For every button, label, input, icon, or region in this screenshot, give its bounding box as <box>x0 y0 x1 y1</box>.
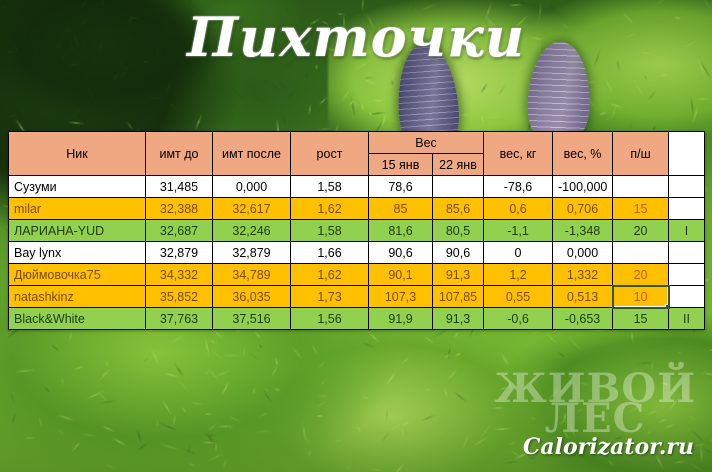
cell-ps[interactable]: 20 <box>612 263 670 286</box>
cell-mark[interactable] <box>668 197 706 220</box>
cell-nick[interactable]: Сузуми <box>8 175 146 198</box>
cell-bmi-before[interactable]: 32,687 <box>145 219 213 242</box>
cell-nick[interactable]: ЛАРИАНА-YUD <box>8 219 146 242</box>
cell-height[interactable]: 1,62 <box>290 263 369 286</box>
cell-ps[interactable] <box>612 241 670 264</box>
table-row[interactable]: Дюймовочка75 34,332 34,789 1,62 90,1 91,3 1,2 1… <box>8 263 706 286</box>
table-row[interactable]: Сузуми 31,485 0,000 1,58 78,6 -78,6 -100,000 <box>8 175 706 198</box>
col-header-weight-pct[interactable]: вес, % <box>552 131 614 176</box>
cell-height[interactable]: 1,58 <box>290 175 369 198</box>
cell-height[interactable]: 1,58 <box>290 219 369 242</box>
cell-bmi-before[interactable]: 35,852 <box>145 285 213 308</box>
cell-weight-kg[interactable]: 1,2 <box>483 263 554 286</box>
cell-bmi-before[interactable]: 32,388 <box>145 197 213 220</box>
col-header-bmi-before[interactable]: имт до <box>145 131 213 176</box>
cell-weight-kg[interactable]: -78,6 <box>483 175 554 198</box>
cell-bmi-after[interactable]: 32,879 <box>212 241 291 264</box>
cell-ps[interactable] <box>612 175 670 198</box>
results-table[interactable]: Ник имт до имт после рост Вес вес, кг ве… <box>8 131 706 330</box>
cell-weight-date2[interactable] <box>431 175 485 198</box>
cell-weight-pct[interactable]: -100,000 <box>552 175 614 198</box>
cell-mark[interactable] <box>668 285 706 308</box>
table-row[interactable]: Bay lynx 32,879 32,879 1,66 90,6 90,6 0 0,000 <box>8 241 706 264</box>
cell-weight-date2[interactable]: 91,3 <box>431 307 485 330</box>
table-row[interactable]: natashkinz 35,852 36,035 1,73 107,3 107,85 0,5… <box>8 284 706 309</box>
table-row[interactable]: Black&White 37,763 37,516 1,56 91,9 91,3 -0,6-… <box>8 307 706 330</box>
cell-weight-kg[interactable]: -1,1 <box>483 219 554 242</box>
cell-weight-date2[interactable]: 107,85 <box>431 285 485 308</box>
cell-weight-kg[interactable]: 0 <box>483 241 554 264</box>
cell-bmi-before[interactable]: 31,485 <box>145 175 213 198</box>
col-header-date1[interactable]: 15 янв <box>368 153 433 176</box>
cell-weight-kg[interactable]: -0,6 <box>483 307 554 330</box>
table-row[interactable]: milar 32,388 32,617 1,62 85 85,6 0,6 0,706 15 <box>8 197 706 220</box>
col-header-tail <box>668 131 706 176</box>
col-header-ps[interactable]: п/ш <box>612 131 670 176</box>
cell-weight-date1[interactable]: 85 <box>368 197 433 220</box>
cell-bmi-after[interactable]: 0,000 <box>212 175 291 198</box>
cell-height[interactable]: 1,73 <box>290 285 369 308</box>
cell-weight-pct[interactable]: 0,000 <box>552 241 614 264</box>
cell-weight-date2[interactable]: 85,6 <box>431 197 485 220</box>
cell-bmi-after[interactable]: 32,246 <box>212 219 291 242</box>
cell-mark[interactable]: II <box>668 307 706 330</box>
cell-bmi-after[interactable]: 36,035 <box>212 285 291 308</box>
cell-mark[interactable] <box>668 241 706 264</box>
cell-weight-date2[interactable]: 90,6 <box>431 241 485 264</box>
cell-weight-pct[interactable]: -1,348 <box>552 219 614 242</box>
cell-ps[interactable]: 15 <box>612 307 670 330</box>
cell-bmi-after[interactable]: 32,617 <box>212 197 291 220</box>
cell-bmi-before[interactable]: 34,332 <box>145 263 213 286</box>
cell-ps[interactable]: 20 <box>612 219 670 242</box>
cell-height[interactable]: 1,66 <box>290 241 369 264</box>
cell-nick[interactable]: Bay lynx <box>8 241 146 264</box>
col-header-bmi-after[interactable]: имт после <box>212 131 291 176</box>
table-header: Ник имт до имт после рост Вес вес, кг ве… <box>8 131 706 176</box>
cell-weight-kg[interactable]: 0,55 <box>483 285 554 308</box>
cell-nick[interactable]: natashkinz <box>8 285 146 308</box>
cell-mark[interactable]: I <box>668 219 706 242</box>
col-header-height[interactable]: рост <box>290 131 369 176</box>
cell-nick[interactable]: Black&White <box>8 307 146 330</box>
cell-weight-pct[interactable]: 0,706 <box>552 197 614 220</box>
cell-weight-date1[interactable]: 91,9 <box>368 307 433 330</box>
col-header-weight-kg[interactable]: вес, кг <box>483 131 554 176</box>
table-body: Сузуми 31,485 0,000 1,58 78,6 -78,6 -100,000 mi… <box>8 175 706 330</box>
cell-ps[interactable]: 15 <box>612 197 670 220</box>
cell-bmi-before[interactable]: 37,763 <box>145 307 213 330</box>
col-header-nick[interactable]: Ник <box>8 131 146 176</box>
cell-mark[interactable] <box>668 263 706 286</box>
cell-bmi-after[interactable]: 37,516 <box>212 307 291 330</box>
cell-weight-kg[interactable]: 0,6 <box>483 197 554 220</box>
cell-weight-date1[interactable]: 107,3 <box>368 285 433 308</box>
col-header-weight-group[interactable]: Вес <box>367 131 485 154</box>
cell-weight-date1[interactable]: 81,6 <box>368 219 433 242</box>
col-header-date2[interactable]: 22 янв <box>431 153 485 176</box>
cell-weight-pct[interactable]: -0,653 <box>552 307 614 330</box>
table-header-row-1: Ник имт до имт после рост Вес вес, кг ве… <box>8 131 706 176</box>
photo-dark-region <box>0 0 300 142</box>
cell-weight-pct[interactable]: 1,332 <box>552 263 614 286</box>
table-row[interactable]: ЛАРИАНА-YUD 32,687 32,246 1,58 81,6 80,5 -1,1-… <box>8 219 706 242</box>
cell-weight-date2[interactable]: 80,5 <box>431 219 485 242</box>
cell-bmi-after[interactable]: 34,789 <box>212 263 291 286</box>
cell-mark[interactable] <box>668 175 706 198</box>
fill-handle[interactable] <box>665 304 668 307</box>
cell-nick[interactable]: Дюймовочка75 <box>8 263 146 286</box>
cell-height[interactable]: 1,62 <box>290 197 369 220</box>
cell-weight-date1[interactable]: 90,6 <box>368 241 433 264</box>
cell-ps[interactable]: 10 <box>611 284 670 309</box>
cell-weight-date2[interactable]: 91,3 <box>431 263 485 286</box>
cell-nick[interactable]: milar <box>8 197 146 220</box>
cell-height[interactable]: 1,56 <box>290 307 369 330</box>
cell-weight-date1[interactable]: 78,6 <box>368 175 433 198</box>
cell-weight-date1[interactable]: 90,1 <box>368 263 433 286</box>
cell-weight-pct[interactable]: 0,513 <box>552 285 614 308</box>
cell-bmi-before[interactable]: 32,879 <box>145 241 213 264</box>
